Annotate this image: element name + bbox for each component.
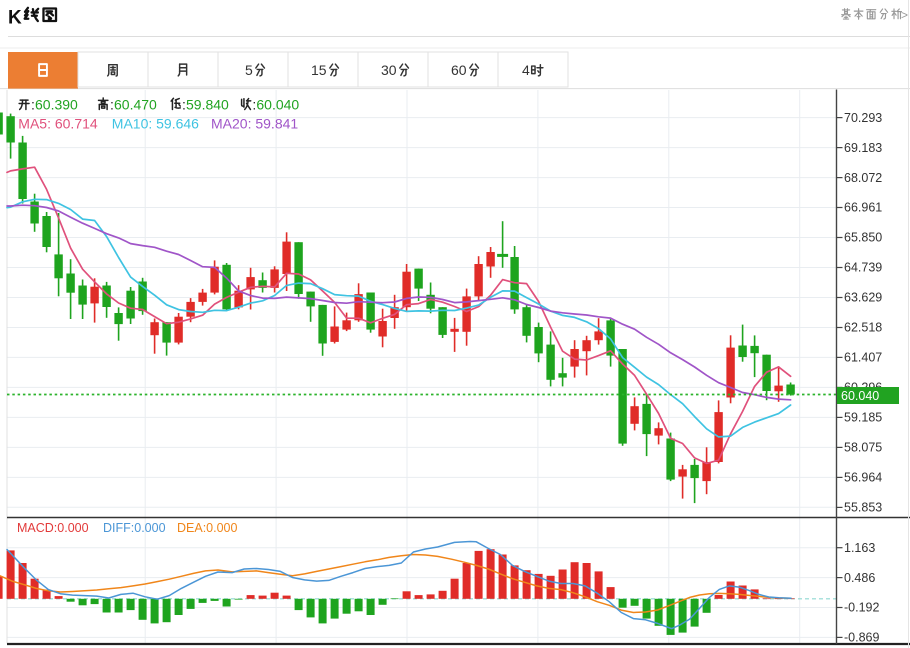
svg-text:56.964: 56.964: [844, 471, 882, 485]
svg-text:60.470: 60.470: [114, 97, 157, 113]
svg-text:MA5: 60.714: MA5: 60.714: [18, 116, 98, 132]
svg-text:62.518: 62.518: [844, 321, 882, 335]
svg-text:60.390: 60.390: [35, 97, 78, 113]
svg-text:59.840: 59.840: [186, 97, 229, 113]
svg-text:MA10: 59.646: MA10: 59.646: [112, 116, 199, 132]
svg-text:30: 30: [381, 62, 397, 78]
svg-text:60: 60: [451, 62, 467, 78]
svg-text:60.040: 60.040: [256, 97, 299, 113]
svg-text:-0.192: -0.192: [844, 601, 879, 615]
svg-text:MACD:0.000: MACD:0.000: [17, 521, 89, 535]
svg-text:64.739: 64.739: [844, 261, 882, 275]
svg-text:68.072: 68.072: [844, 171, 882, 185]
svg-text:55.853: 55.853: [844, 501, 882, 515]
svg-text:0.486: 0.486: [844, 571, 875, 585]
svg-text:65.850: 65.850: [844, 231, 882, 245]
svg-text:15: 15: [311, 62, 327, 78]
svg-text:70.293: 70.293: [844, 111, 882, 125]
svg-text:58.075: 58.075: [844, 441, 882, 455]
svg-text:66.961: 66.961: [844, 201, 882, 215]
svg-text:59.185: 59.185: [844, 411, 882, 425]
svg-text::: :: [252, 97, 256, 113]
svg-text:>: >: [901, 8, 908, 22]
svg-text:DIFF:0.000: DIFF:0.000: [103, 521, 166, 535]
svg-text:DEA:0.000: DEA:0.000: [177, 521, 238, 535]
svg-text:69.183: 69.183: [844, 141, 882, 155]
svg-text:5: 5: [245, 62, 253, 78]
svg-text:MA20: 59.841: MA20: 59.841: [211, 116, 298, 132]
svg-text:K: K: [8, 8, 22, 29]
svg-text:61.407: 61.407: [844, 351, 882, 365]
svg-text:-0.869: -0.869: [844, 631, 879, 645]
svg-text::: :: [182, 97, 186, 113]
svg-text::: :: [31, 97, 35, 113]
svg-text:60.040: 60.040: [841, 389, 879, 403]
svg-text::: :: [110, 97, 114, 113]
svg-text:4: 4: [522, 62, 530, 78]
svg-text:63.629: 63.629: [844, 291, 882, 305]
svg-text:1.163: 1.163: [844, 541, 875, 555]
